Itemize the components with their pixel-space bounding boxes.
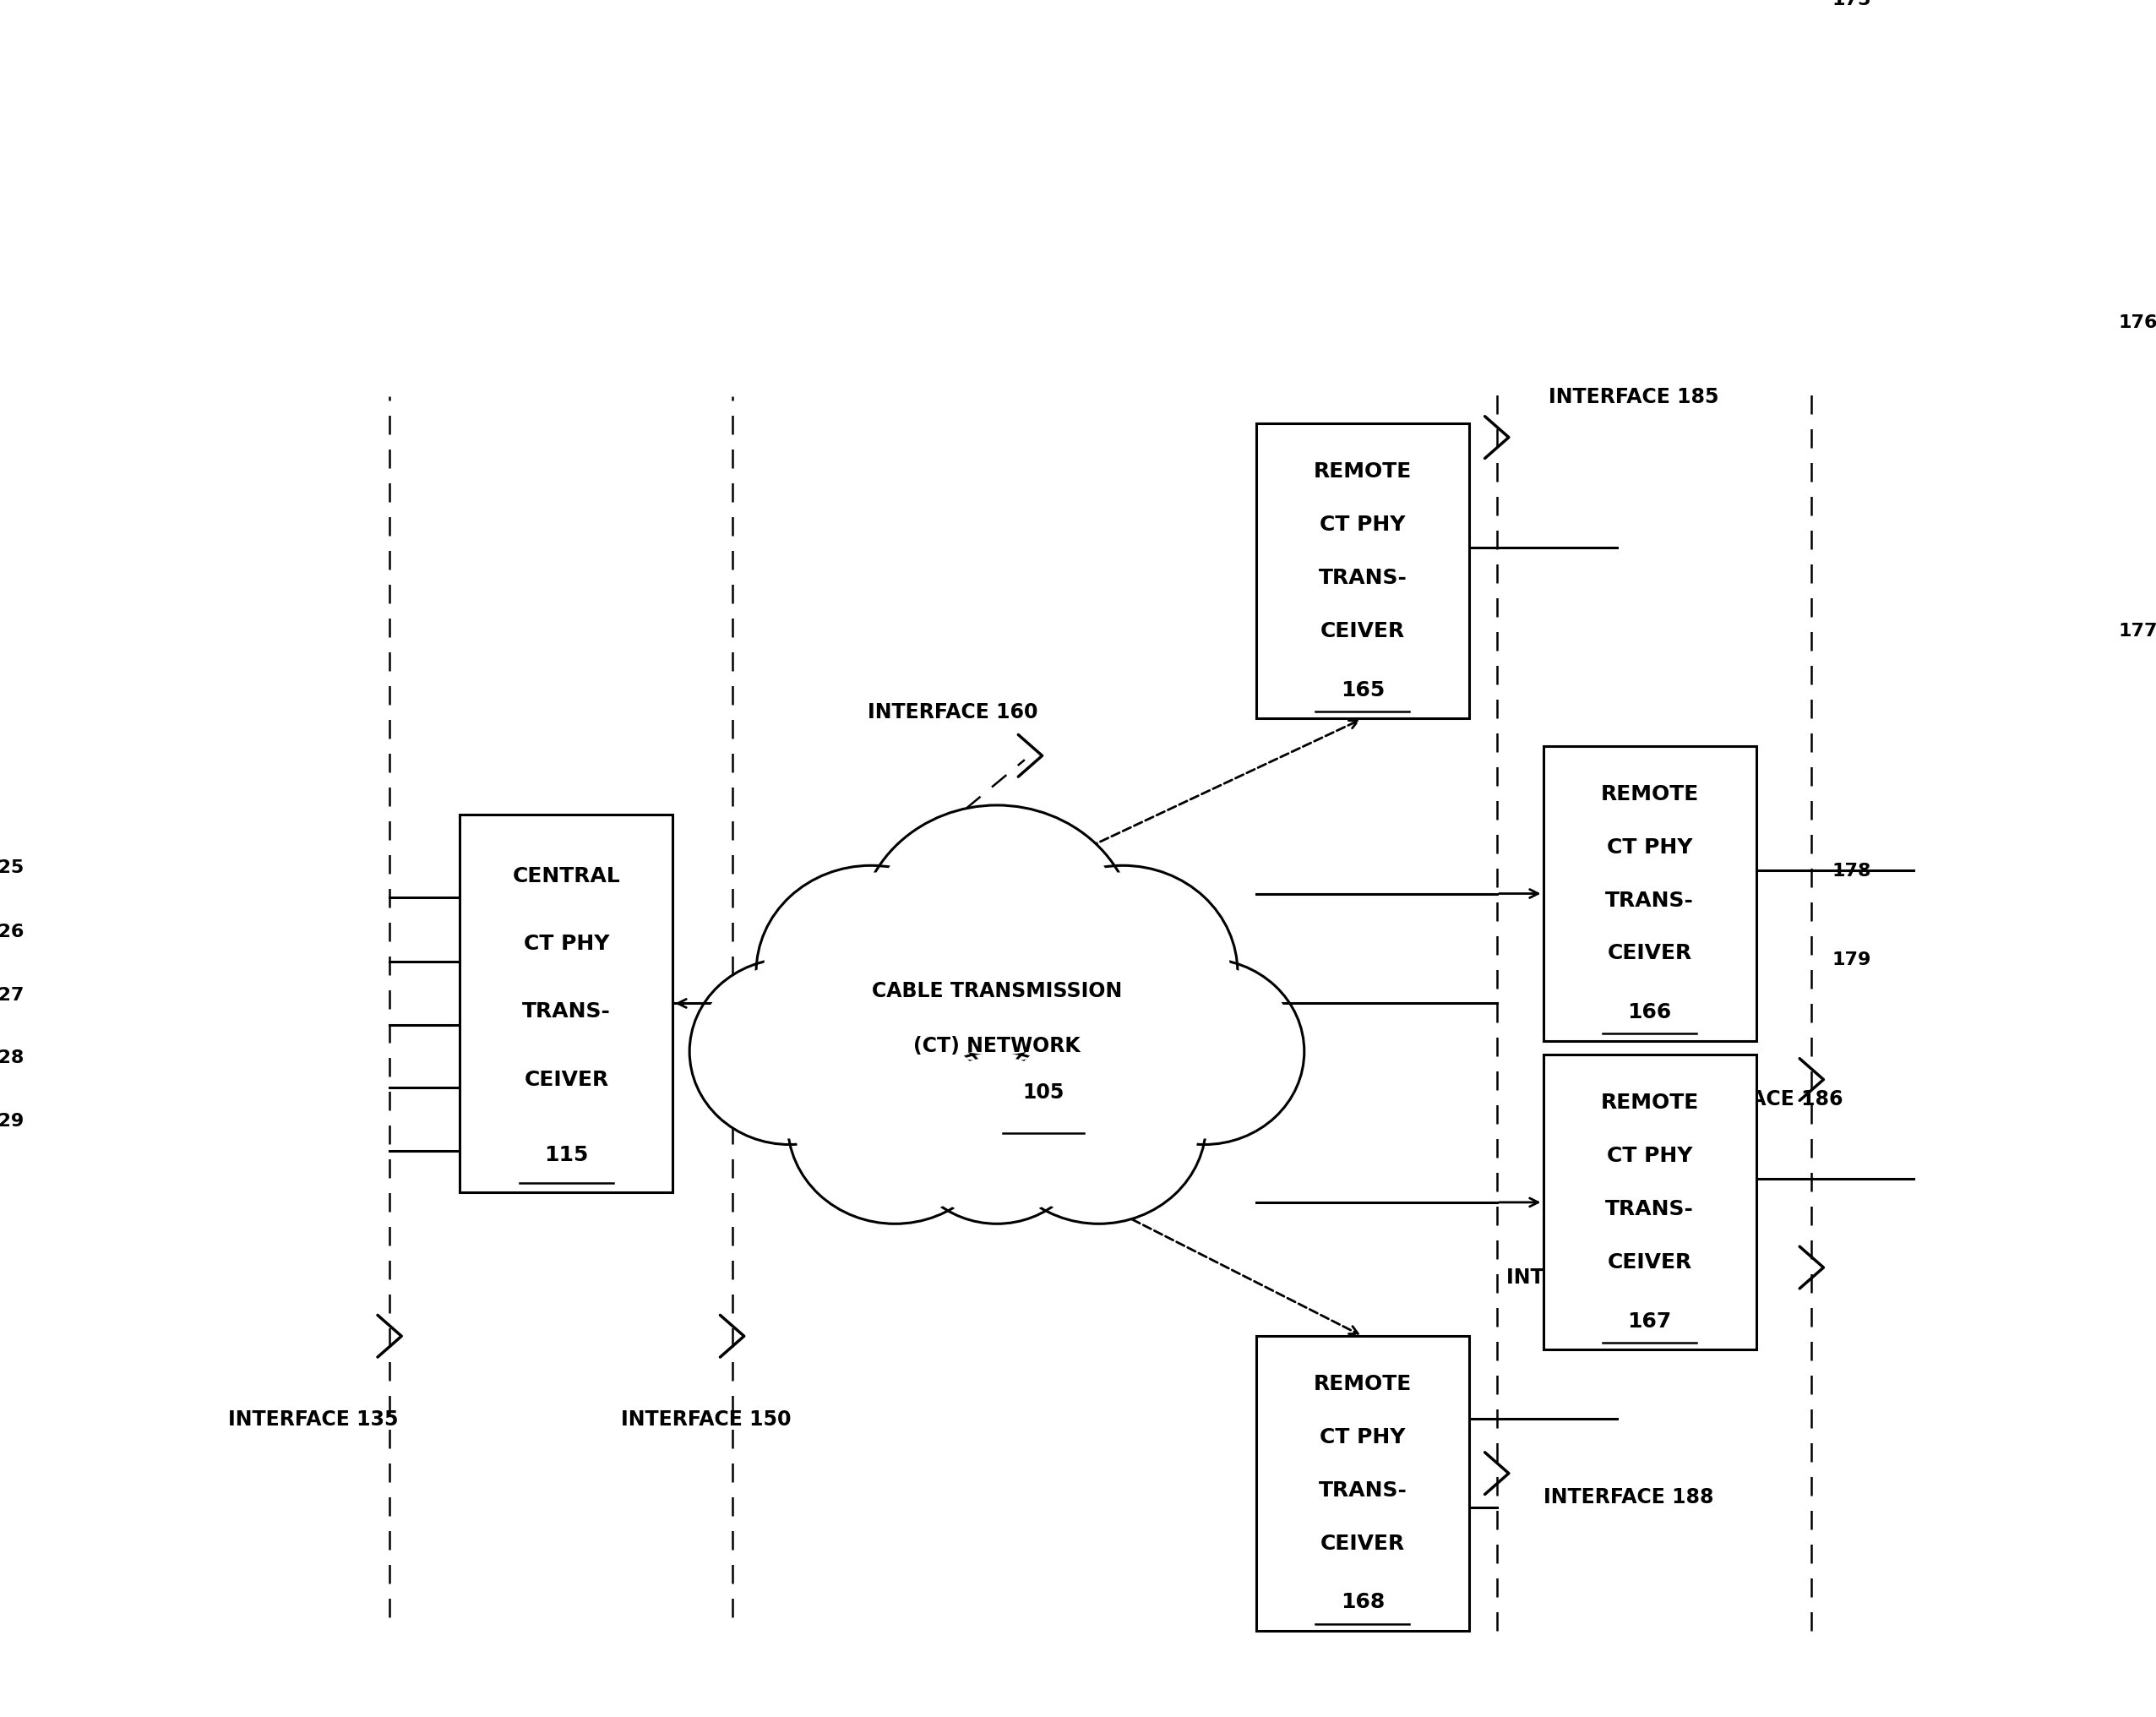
Circle shape xyxy=(763,874,977,1071)
Text: 126: 126 xyxy=(0,924,24,939)
Text: CT PHY: CT PHY xyxy=(1606,1145,1692,1166)
Text: 128: 128 xyxy=(0,1049,24,1066)
Circle shape xyxy=(1009,865,1238,1080)
Text: CT PHY: CT PHY xyxy=(1319,515,1406,534)
Circle shape xyxy=(1104,958,1304,1145)
Text: 105: 105 xyxy=(1022,1082,1065,1102)
Circle shape xyxy=(992,1025,1205,1224)
Text: TRANS-: TRANS- xyxy=(1317,1480,1408,1499)
Text: INTERFACE 150: INTERFACE 150 xyxy=(621,1408,791,1429)
Text: REMOTE: REMOTE xyxy=(1313,1374,1412,1394)
Text: 165: 165 xyxy=(1341,680,1384,701)
Text: CT PHY: CT PHY xyxy=(1319,1427,1406,1447)
Text: CEIVER: CEIVER xyxy=(1319,1533,1406,1552)
Text: INTERFACE 187: INTERFACE 187 xyxy=(1507,1267,1677,1288)
Text: TRANS-: TRANS- xyxy=(522,1001,610,1022)
Text: TRANS-: TRANS- xyxy=(1606,1198,1695,1219)
Circle shape xyxy=(903,1053,1089,1224)
Circle shape xyxy=(1110,965,1298,1138)
Text: (CT) NETWORK: (CT) NETWORK xyxy=(914,1035,1080,1056)
Circle shape xyxy=(696,965,882,1138)
Circle shape xyxy=(910,1058,1082,1217)
Circle shape xyxy=(787,1025,1003,1224)
Text: 177: 177 xyxy=(2119,622,2156,639)
Text: REMOTE: REMOTE xyxy=(1600,1092,1699,1113)
Text: INTERFACE 160: INTERFACE 160 xyxy=(867,702,1037,723)
Circle shape xyxy=(858,805,1136,1065)
Circle shape xyxy=(690,958,890,1145)
Text: CEIVER: CEIVER xyxy=(524,1070,608,1089)
Text: 127: 127 xyxy=(0,986,24,1003)
Text: 167: 167 xyxy=(1628,1310,1671,1331)
Text: TRANS-: TRANS- xyxy=(1317,567,1408,587)
Text: CEIVER: CEIVER xyxy=(1606,1252,1692,1272)
Circle shape xyxy=(998,1032,1199,1217)
Text: CT PHY: CT PHY xyxy=(524,934,610,953)
Text: INTERFACE 185: INTERFACE 185 xyxy=(1548,386,1718,407)
Circle shape xyxy=(757,865,985,1080)
Text: 125: 125 xyxy=(0,858,24,876)
Text: REMOTE: REMOTE xyxy=(1600,783,1699,804)
Text: 178: 178 xyxy=(1833,862,1871,879)
Bar xyxy=(1544,747,1755,1042)
Text: CABLE TRANSMISSION: CABLE TRANSMISSION xyxy=(871,980,1121,1001)
Bar xyxy=(1257,424,1468,719)
Bar xyxy=(459,816,673,1192)
Text: 129: 129 xyxy=(0,1113,24,1130)
Text: INTERFACE 186: INTERFACE 186 xyxy=(1673,1089,1843,1109)
Bar xyxy=(1544,1056,1755,1350)
Text: TRANS-: TRANS- xyxy=(1606,889,1695,910)
Circle shape xyxy=(867,814,1125,1054)
Bar xyxy=(1257,1336,1468,1631)
Text: CT PHY: CT PHY xyxy=(1606,836,1692,857)
Text: 115: 115 xyxy=(543,1145,589,1164)
Text: 179: 179 xyxy=(1833,951,1871,968)
Circle shape xyxy=(796,1032,994,1217)
Text: CENTRAL: CENTRAL xyxy=(513,865,621,886)
Text: 166: 166 xyxy=(1628,1001,1671,1022)
Text: 168: 168 xyxy=(1341,1592,1384,1612)
Text: CEIVER: CEIVER xyxy=(1606,943,1692,963)
Text: 175: 175 xyxy=(1833,0,1871,9)
Text: CEIVER: CEIVER xyxy=(1319,620,1406,640)
Circle shape xyxy=(1015,874,1229,1071)
Text: REMOTE: REMOTE xyxy=(1313,462,1412,481)
Text: INTERFACE 188: INTERFACE 188 xyxy=(1544,1487,1714,1508)
Text: INTERFACE 135: INTERFACE 135 xyxy=(229,1408,399,1429)
Text: 176: 176 xyxy=(2119,314,2156,331)
